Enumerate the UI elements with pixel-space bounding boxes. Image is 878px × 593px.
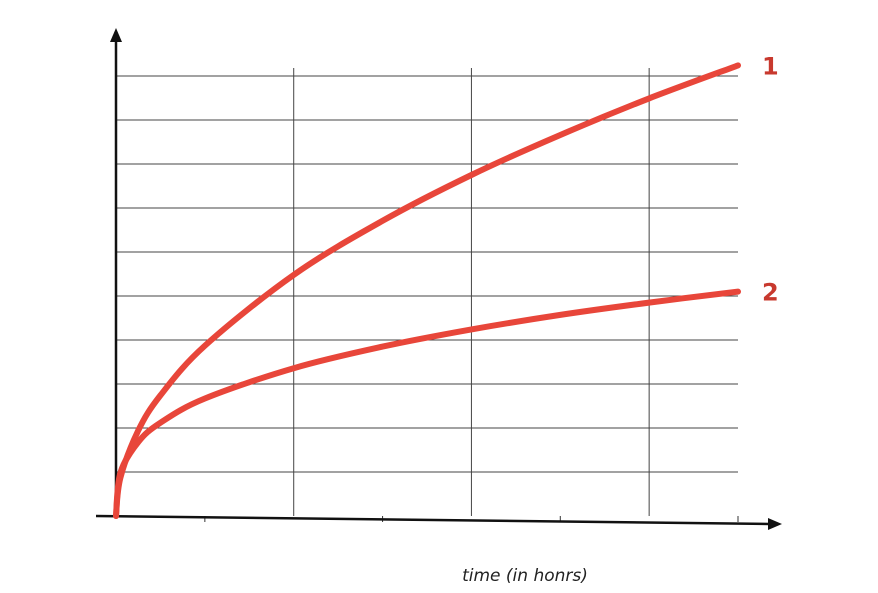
x-axis-arrow xyxy=(768,518,782,530)
series-label-2: 2 xyxy=(762,279,779,307)
series-labels: 12 xyxy=(762,52,779,306)
series-line-2 xyxy=(113,288,741,519)
y-axis-arrow xyxy=(110,28,122,42)
series-line-1 xyxy=(113,62,741,519)
x-axis-label: time (in honrs) xyxy=(462,566,588,586)
x-axis xyxy=(95,514,771,526)
series-label-1: 1 xyxy=(762,52,779,80)
series-layer xyxy=(113,62,741,519)
axes xyxy=(95,28,782,530)
grid xyxy=(116,68,739,522)
